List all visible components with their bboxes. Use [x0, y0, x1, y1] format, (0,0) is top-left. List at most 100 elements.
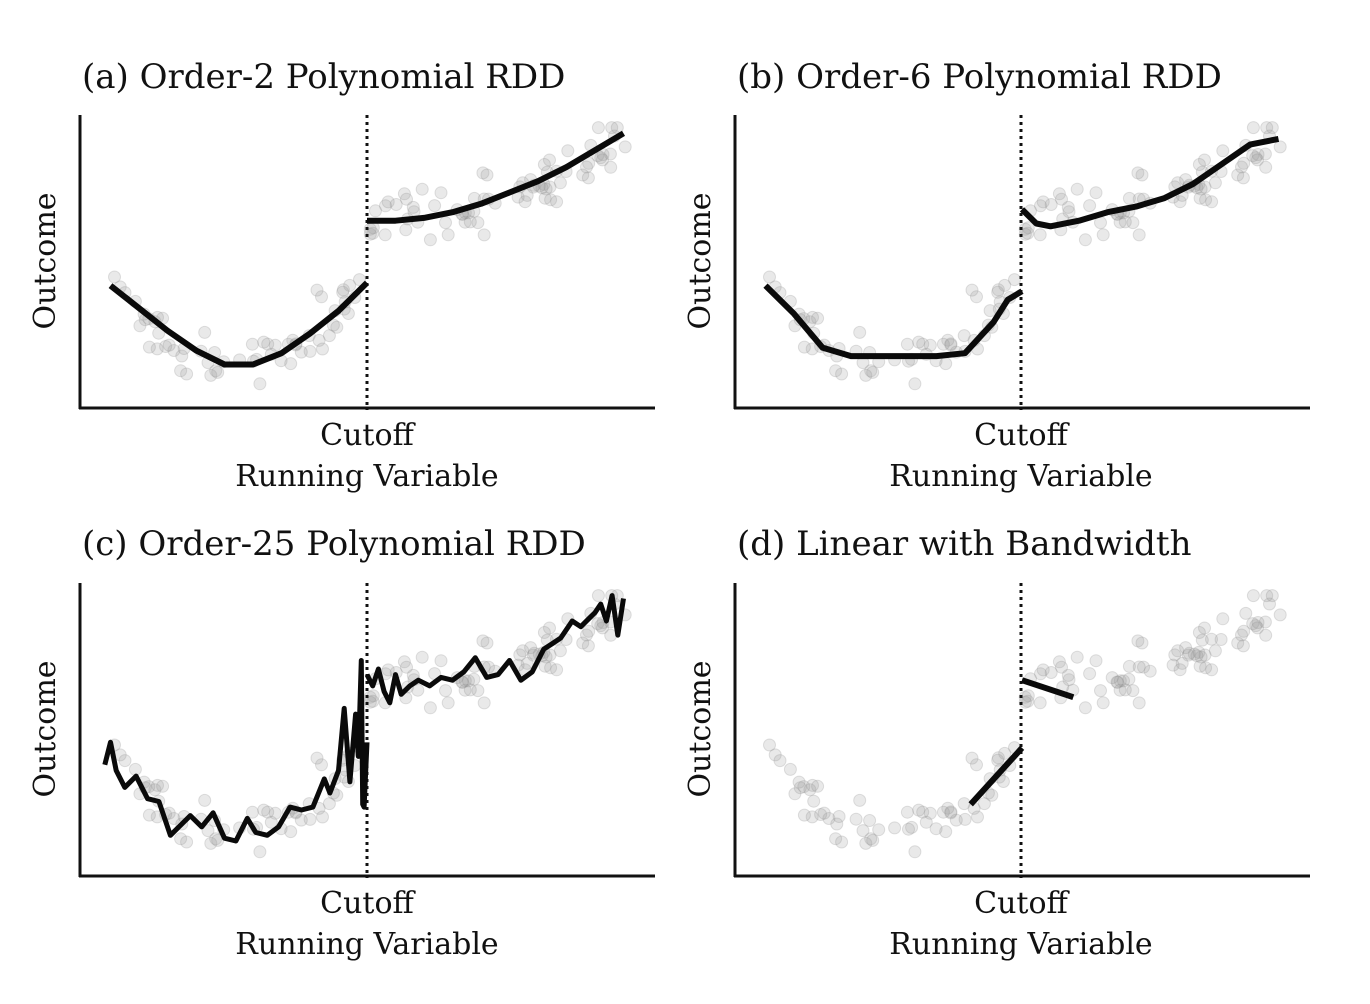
scatter-point	[1187, 647, 1201, 661]
scatter-point	[341, 307, 355, 320]
scatter-point	[245, 337, 259, 351]
scatter-point	[797, 780, 811, 794]
x-axis-label: Running Variable	[889, 459, 1152, 494]
panel-title: (a) Order-2 Polynomial RDD	[82, 57, 565, 97]
scatter-point	[1251, 621, 1264, 635]
scatter-point	[1214, 633, 1228, 646]
scatter-point	[245, 805, 259, 819]
scatter-point	[856, 824, 870, 838]
scatter-point	[1118, 215, 1132, 229]
scatter-point	[773, 754, 787, 768]
scatter-point	[167, 812, 181, 825]
scatter-point	[1273, 608, 1287, 622]
scatter-point	[162, 338, 176, 352]
scatter-point	[1194, 182, 1208, 196]
scatter-point	[1235, 160, 1248, 174]
scatter-point	[439, 216, 452, 230]
scatter-point	[929, 822, 943, 836]
scatter-point	[965, 751, 979, 765]
scatter-point	[805, 810, 819, 824]
scatter-point	[379, 199, 392, 213]
panel-b: (b) Order-6 Polynomial RDD Cutoff Runnin…	[683, 57, 1310, 494]
scatter-point	[888, 821, 902, 835]
scatter-point	[859, 368, 873, 382]
scatter-point	[1259, 160, 1273, 174]
scatter-point	[1143, 664, 1157, 678]
scatter-point	[268, 338, 282, 352]
scatter-point	[1251, 153, 1264, 167]
scatter-point	[806, 310, 819, 324]
scatter-point	[912, 803, 926, 817]
y-axis-label: Outcome	[683, 660, 718, 797]
scatter-point	[150, 342, 164, 356]
scatter-point	[284, 357, 298, 371]
scatter-point	[148, 783, 162, 797]
scatter-point	[957, 329, 971, 343]
scatter-point	[900, 337, 914, 351]
scatter-point	[397, 655, 411, 669]
scatter-point	[456, 675, 470, 689]
fit-line-left	[968, 745, 1025, 807]
x-axis-label: Running Variable	[235, 927, 498, 962]
scatter-point	[1249, 619, 1263, 633]
scatter-point	[322, 797, 336, 811]
scatter-point	[864, 364, 878, 378]
fit-lines	[763, 135, 1280, 360]
scatter-point	[537, 626, 551, 639]
scatter-point	[1249, 151, 1263, 165]
scatter-point	[1021, 694, 1035, 708]
scatter-point	[805, 342, 819, 356]
scatter-point	[792, 775, 806, 789]
scatter-point	[783, 762, 797, 776]
scatter-point	[1122, 672, 1136, 686]
scatter-point	[1260, 589, 1274, 603]
scatter-point	[970, 758, 983, 772]
scatter-point	[156, 779, 170, 793]
scatter-point	[594, 151, 608, 165]
scatter-point	[399, 223, 413, 237]
scatter-point	[477, 228, 491, 242]
scatter-point	[441, 696, 455, 710]
scatter-point	[477, 696, 491, 710]
scatter-point	[977, 797, 991, 811]
scatter-point	[458, 215, 472, 229]
scatter-point	[1239, 606, 1253, 620]
scatter-point	[604, 160, 618, 174]
scatter-point	[261, 337, 275, 351]
scatter-point	[991, 285, 1005, 299]
fit-line-right	[367, 130, 626, 224]
scatter-point	[1131, 166, 1145, 180]
scatter-point	[866, 365, 880, 379]
scatter-point	[524, 641, 538, 655]
scatter-point	[516, 644, 530, 658]
scatter-point	[998, 278, 1012, 292]
scatter-point	[1137, 660, 1150, 674]
scatter-point	[971, 810, 984, 824]
scatter-point	[1175, 656, 1189, 670]
x-tick-label-cutoff: Cutoff	[974, 418, 1070, 453]
scatter-point	[832, 810, 846, 823]
scatter-point	[198, 793, 212, 807]
scatter-point	[1062, 673, 1076, 687]
scatter-point	[1208, 176, 1222, 190]
scatter-point	[923, 338, 937, 352]
scatter-point	[108, 270, 121, 284]
scatter-point	[872, 823, 886, 837]
scatter-point	[1182, 646, 1196, 660]
scatter-point	[1246, 617, 1260, 631]
scatter-point	[970, 290, 983, 304]
panel-c: (c) Order-25 Polynomial RDD Cutoff Runni…	[28, 524, 655, 962]
scatter-point	[1265, 121, 1279, 135]
scatter-point	[1132, 660, 1146, 674]
scatter-point	[1195, 633, 1209, 647]
scatter-point	[991, 283, 1005, 297]
y-axis-label: Outcome	[28, 660, 63, 797]
scatter-point	[806, 778, 819, 792]
scatter-point	[1190, 649, 1204, 663]
scatter-point	[537, 158, 551, 171]
scatter-point	[513, 648, 527, 662]
scatter-point	[1089, 654, 1103, 668]
scatter-point	[864, 832, 878, 846]
scatter-point	[520, 656, 534, 670]
scatter-point	[1132, 228, 1146, 242]
